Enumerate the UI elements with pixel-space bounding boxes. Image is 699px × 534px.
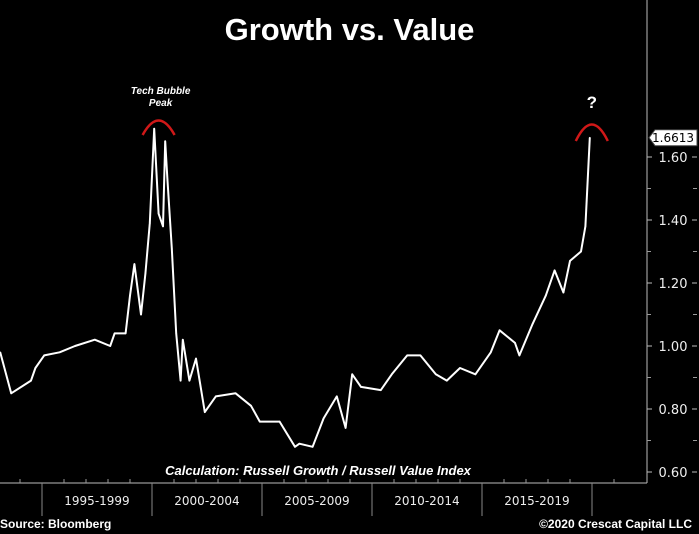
chart-title: Growth vs. Value [224,12,475,47]
data-point [179,379,182,382]
data-point [43,354,45,357]
data-point [124,332,127,335]
x-tick-label: 2005-2009 [284,494,349,508]
data-point [74,345,76,347]
data-point [164,140,166,143]
y-tick-label: 0.60 [659,466,688,481]
peak-arc-marker [141,119,176,136]
data-point [188,379,191,382]
data-point [589,136,591,139]
data-point [294,446,296,448]
x-tick-label: 2010-2014 [394,494,459,508]
data-point [204,411,206,413]
data-point [435,373,437,376]
data-point [234,392,237,395]
data-point [166,178,169,180]
x-tick-label: 2015-2019 [504,494,569,508]
data-point [553,269,556,272]
x-tick-label: 1995-1999 [64,494,129,508]
data-point [498,329,501,332]
data-point [518,354,521,357]
source-label: Source: Bloomberg [0,517,112,531]
data-point [344,427,347,429]
y-tick-label: 1.60 [659,151,688,166]
series-line [0,127,591,448]
chart-subtitle: Calculation: Russell Growth / Russell Va… [165,463,472,478]
data-point [195,357,197,360]
data-point [0,351,1,354]
data-point [144,272,147,275]
data-point [580,250,582,253]
data-point [490,351,492,354]
data-point [157,212,160,215]
tech-bubble-label: Tech Bubble Peak [131,86,191,109]
data-point [140,313,142,316]
data-point [259,420,261,423]
last-value-flag [648,129,698,147]
data-point [10,392,12,395]
data-point [351,373,354,376]
question-mark-label: ? [587,93,597,112]
data-point [514,342,516,344]
copyright-label: ©2020 Crescat Capital LLC [539,517,692,531]
y-tick-label: 1.00 [659,340,688,355]
data-point [311,446,314,448]
data-point [446,379,448,382]
data-point [171,247,173,250]
y-tick-label: 1.40 [659,214,688,229]
data-point [298,442,301,445]
data-point [336,395,338,398]
data-point [162,225,164,228]
data-point [182,338,184,341]
data-point [562,291,565,294]
data-point [545,294,547,297]
y-tick-label: 1.20 [659,277,688,292]
data-point [569,260,571,262]
data-point [109,345,111,347]
last-value-label: 1.6613 [652,131,694,145]
data-point [360,386,362,388]
y-tick-label: 0.80 [659,403,688,418]
data-point [531,323,534,325]
data-point [250,405,252,407]
data-point [94,338,96,341]
data-point [278,420,281,423]
data-point [175,332,177,335]
current-arc-marker [574,123,609,142]
data-point [34,367,37,369]
x-tick-label: 2000-2004 [174,494,239,508]
data-point [391,373,393,376]
data-point [215,395,217,398]
data-point [129,294,131,297]
data-point [459,367,461,369]
data-point [419,354,422,357]
data-point [58,351,61,354]
data-point [322,417,325,420]
data-point [113,332,116,335]
data-point [584,225,587,228]
data-point [474,373,477,376]
data-point [149,222,151,224]
data-point [153,127,155,130]
data-point [380,389,382,391]
data-point [406,354,409,357]
data-point [133,263,136,265]
data-point [30,379,32,382]
